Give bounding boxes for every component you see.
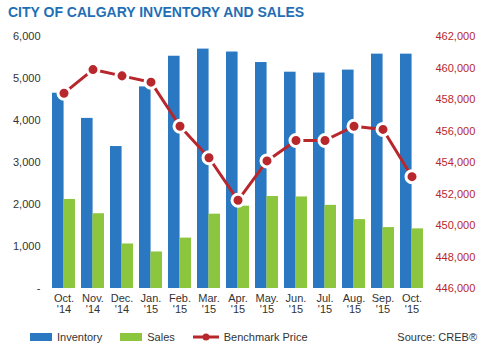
svg-text:Jan.'15: Jan.'15 — [141, 292, 162, 315]
svg-text:Aug.'15: Aug.'15 — [343, 292, 366, 315]
svg-text:4,000: 4,000 — [13, 114, 41, 126]
svg-text:448,000: 448,000 — [436, 251, 476, 263]
svg-text:462,000: 462,000 — [436, 30, 476, 42]
svg-text:Oct.'14: Oct.'14 — [54, 292, 74, 315]
svg-text:-: - — [37, 282, 41, 294]
svg-text:Apr.'15: Apr.'15 — [228, 292, 248, 315]
svg-text:460,000: 460,000 — [436, 62, 476, 74]
svg-text:456,000: 456,000 — [436, 125, 476, 137]
svg-text:446,000: 446,000 — [436, 282, 476, 294]
html-text:Sales: Sales — [147, 331, 175, 343]
svg-text:458,000: 458,000 — [436, 93, 476, 105]
svg-text:Jul.'15: Jul.'15 — [316, 292, 333, 315]
svg-text:450,000: 450,000 — [436, 219, 476, 231]
svg-text:1,000: 1,000 — [13, 240, 41, 252]
svg-text:454,000: 454,000 — [436, 156, 476, 168]
html-text:CITY OF CALGARY INVENTORY AND: CITY OF CALGARY INVENTORY AND SALES — [8, 4, 305, 20]
html-text:Benchmark Price: Benchmark Price — [223, 331, 308, 343]
svg-text:Nov.'14: Nov.'14 — [82, 292, 104, 315]
svg-text:Mar.'15: Mar.'15 — [198, 292, 219, 315]
svg-text:452,000: 452,000 — [436, 188, 476, 200]
svg-text:Jun.'15: Jun.'15 — [286, 292, 307, 315]
svg-text:May.'15: May.'15 — [255, 292, 278, 315]
svg-text:6,000: 6,000 — [13, 30, 41, 42]
svg-text:Sep.'15: Sep.'15 — [372, 292, 395, 315]
html-text:Source: CREB®: Source: CREB® — [397, 331, 477, 343]
svg-text:Dec.'14: Dec.'14 — [111, 292, 134, 315]
svg-text:5,000: 5,000 — [13, 72, 41, 84]
svg-text:3,000: 3,000 — [13, 156, 41, 168]
html-text:Inventory: Inventory — [57, 331, 103, 343]
svg-text:Feb.'15: Feb.'15 — [169, 292, 191, 315]
svg-text:2,000: 2,000 — [13, 198, 41, 210]
svg-text:Oct.'15: Oct.'15 — [402, 292, 422, 315]
